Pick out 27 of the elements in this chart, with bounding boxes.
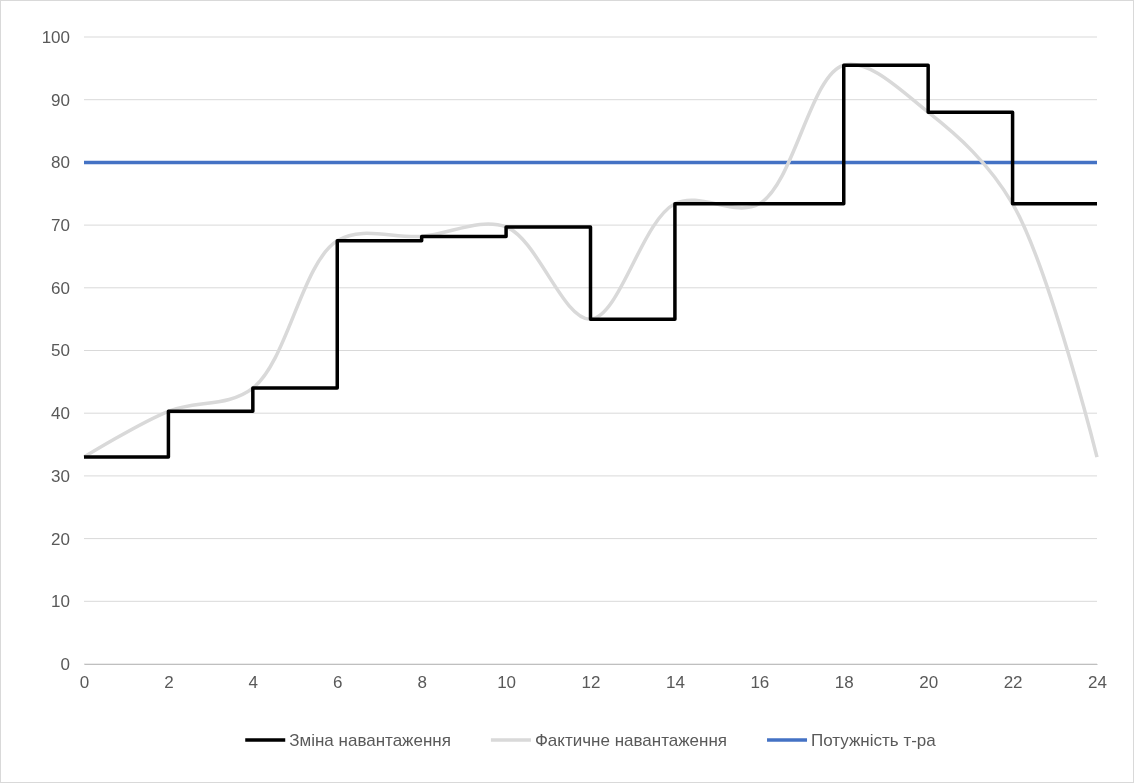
y-tick-label: 20	[51, 529, 70, 549]
y-tick-label: 30	[51, 466, 70, 486]
y-tick-label: 0	[60, 654, 70, 674]
x-tick-label: 24	[1088, 673, 1107, 693]
x-tick-label: 16	[750, 673, 770, 693]
x-tick-label: 12	[581, 673, 601, 693]
legend-label: Потужність т-ра	[811, 730, 937, 750]
y-tick-label: 80	[51, 153, 70, 173]
y-tick-label: 60	[51, 278, 70, 298]
x-tick-label: 10	[497, 673, 517, 693]
x-tick-label: 8	[417, 673, 427, 693]
y-tick-label: 90	[51, 90, 70, 110]
x-tick-label: 6	[333, 673, 343, 693]
x-tick-label: 2	[164, 673, 174, 693]
x-tick-label: 20	[919, 673, 939, 693]
y-tick-label: 40	[51, 404, 70, 424]
legend-label: Фактичне навантаження	[534, 730, 728, 750]
x-tick-label: 18	[834, 673, 854, 693]
x-tick-label: 14	[665, 673, 685, 693]
y-tick-label: 50	[51, 341, 70, 361]
x-tick-label: 0	[79, 673, 90, 693]
x-tick-label: 22	[1003, 673, 1023, 693]
y-tick-label: 100	[41, 27, 70, 47]
legend-label: Зміна навантаження	[289, 730, 451, 750]
y-tick-label: 70	[51, 216, 70, 236]
x-tick-label: 4	[248, 673, 259, 693]
y-tick-label: 10	[51, 592, 70, 612]
